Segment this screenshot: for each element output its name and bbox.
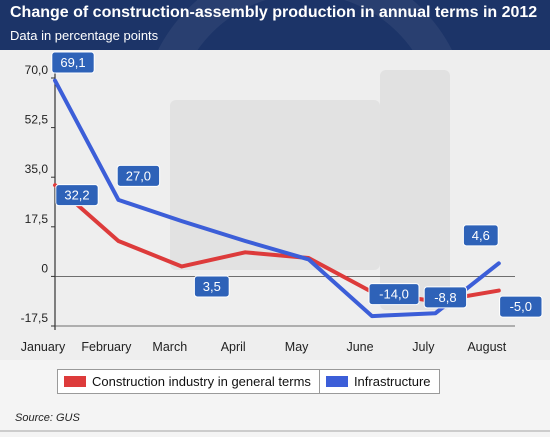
x-tick-label: February — [81, 340, 132, 354]
data-label-box — [423, 286, 468, 309]
legend: Construction industry in general terms I… — [57, 369, 440, 394]
legend-swatch-construction — [64, 376, 86, 387]
data-label: 69,1 — [60, 55, 85, 70]
data-label-box — [368, 283, 420, 306]
chart-subtitle: Data in percentage points — [10, 28, 159, 43]
data-label: -14,0 — [379, 287, 409, 302]
data-label: -8,8 — [434, 290, 456, 305]
data-label-box — [51, 51, 95, 74]
x-tick-label: May — [285, 340, 309, 354]
legend-swatch-infrastructure — [325, 376, 348, 387]
legend-label-construction: Construction industry in general terms — [92, 374, 311, 389]
y-tick-label: 52,5 — [25, 113, 49, 127]
x-tick-label: January — [21, 340, 66, 354]
chart-title: Change of construction-assembly producti… — [10, 4, 538, 21]
source-note: Source: GUS — [15, 412, 80, 424]
infrastructure-line — [53, 78, 501, 319]
data-label: 3,5 — [203, 279, 221, 294]
legend-item-construction: Construction industry in general terms — [57, 369, 320, 394]
x-tick-label: August — [467, 340, 506, 354]
x-tick-label: June — [346, 340, 373, 354]
bottom-divider — [0, 430, 550, 432]
background-photo-shape — [170, 100, 380, 270]
line-chart: 70,0 52,5 35,0 17,5 0 -17,5 January February Mar… — [0, 50, 550, 360]
x-tick-label: March — [152, 340, 187, 354]
y-tick-label: 35,0 — [25, 162, 49, 176]
legend-item-infrastructure: Infrastructure — [318, 369, 440, 394]
data-label-box — [55, 184, 99, 207]
chart-area: 70,0 52,5 35,0 17,5 0 -17,5 January February Mar… — [0, 50, 550, 360]
y-tick-label: 70,0 — [25, 63, 49, 77]
data-label-box — [499, 295, 543, 318]
data-label: 32,2 — [64, 188, 89, 203]
data-label: -5,0 — [510, 299, 532, 314]
y-tick-label: -17,5 — [21, 311, 49, 325]
data-label-box — [193, 275, 230, 298]
chart-header: Change of construction-assembly producti… — [0, 0, 550, 50]
data-label: 4,6 — [472, 228, 490, 243]
y-tick-label: 0 — [41, 261, 48, 275]
data-label: 27,0 — [126, 168, 151, 183]
legend-label-infrastructure: Infrastructure — [353, 374, 431, 389]
x-tick-label: July — [412, 340, 435, 354]
background-photo-arm — [380, 70, 450, 310]
x-tick-label: April — [221, 340, 246, 354]
data-label-box — [116, 164, 161, 187]
data-label-box — [462, 224, 499, 247]
y-tick-label: 17,5 — [25, 212, 49, 226]
